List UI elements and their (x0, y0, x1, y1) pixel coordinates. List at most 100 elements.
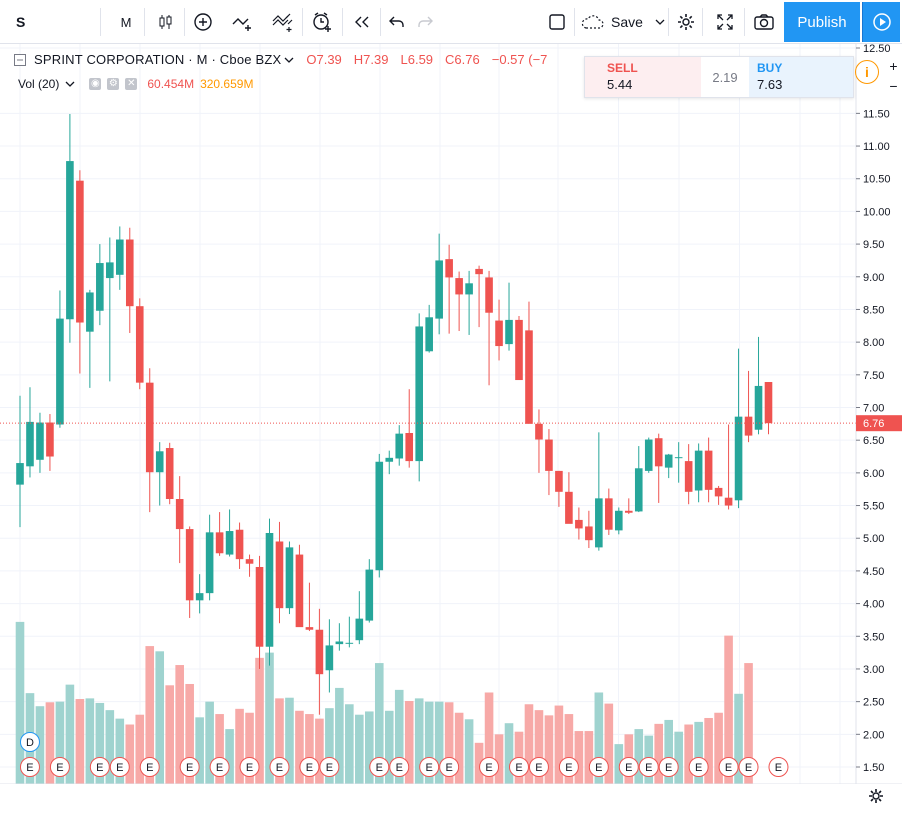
redo-icon[interactable] (412, 0, 438, 44)
candle-body[interactable] (355, 618, 364, 641)
sell-button[interactable]: SELL 5.44 (585, 57, 701, 97)
earnings-marker[interactable] (49, 757, 70, 777)
earnings-marker[interactable] (528, 757, 549, 777)
candle-body[interactable] (684, 461, 693, 492)
earnings-marker[interactable] (319, 757, 340, 777)
candle-body[interactable] (585, 526, 593, 541)
earnings-marker[interactable] (738, 757, 759, 777)
candle-body[interactable] (385, 457, 394, 462)
earnings-marker[interactable] (509, 757, 529, 777)
candle-body[interactable] (605, 498, 613, 530)
buy-button[interactable]: BUY 7.63 (749, 57, 853, 97)
earnings-marker[interactable] (179, 757, 200, 777)
candle-body[interactable] (395, 433, 404, 459)
candle-body[interactable] (435, 260, 443, 319)
settings-icon[interactable] (672, 0, 700, 44)
chart-settings-icon[interactable] (866, 786, 886, 811)
earnings-marker[interactable] (299, 757, 320, 777)
earnings-marker[interactable] (479, 757, 500, 777)
candle-body[interactable] (654, 438, 663, 467)
candle-body[interactable] (295, 554, 304, 628)
candle-body[interactable] (664, 454, 673, 468)
collapse-legend-icon[interactable] (14, 53, 26, 66)
candle-body[interactable] (106, 262, 114, 279)
candle-body[interactable] (445, 259, 453, 278)
candle-body[interactable] (155, 451, 164, 473)
candle-body[interactable] (505, 319, 513, 345)
candle-body[interactable] (565, 491, 573, 524)
candle-body[interactable] (545, 439, 553, 471)
candle-body[interactable] (425, 317, 433, 352)
info-icon[interactable]: i (855, 60, 879, 84)
close-icon[interactable]: ✕ (125, 78, 138, 90)
candle-body[interactable] (165, 448, 174, 500)
zoom-out-icon[interactable]: − (889, 78, 898, 94)
gear-icon[interactable]: ⚙ (107, 78, 120, 90)
chevron-down-icon[interactable] (65, 80, 75, 88)
symbol-search-button[interactable]: S (16, 14, 26, 30)
candle-body[interactable] (185, 529, 194, 601)
candle-body[interactable] (375, 461, 384, 571)
chevron-down-icon[interactable] (284, 56, 294, 64)
earnings-marker[interactable] (209, 757, 230, 777)
candle-body[interactable] (125, 239, 134, 307)
candle-body[interactable] (325, 645, 334, 671)
candle-body[interactable] (634, 468, 643, 512)
candle-body[interactable] (575, 519, 583, 529)
candle-body[interactable] (215, 532, 224, 554)
save-button[interactable]: Save (578, 0, 666, 44)
earnings-marker[interactable] (718, 757, 739, 777)
earnings-marker[interactable] (688, 757, 709, 777)
candle-body[interactable] (475, 268, 483, 275)
candle-body[interactable] (495, 320, 503, 347)
fullscreen-icon[interactable] (708, 0, 742, 44)
publish-button[interactable]: Publish (784, 2, 860, 42)
candle-body[interactable] (405, 432, 414, 462)
candle-body[interactable] (66, 161, 74, 320)
candle-body[interactable] (135, 306, 144, 383)
candle-body[interactable] (734, 416, 743, 501)
candle-body[interactable] (335, 641, 344, 645)
candle-body[interactable] (515, 319, 523, 381)
zoom-in-icon[interactable]: + (889, 58, 898, 74)
play-icon[interactable] (862, 2, 900, 42)
dividend-marker[interactable] (19, 732, 40, 752)
candle-body[interactable] (415, 326, 423, 462)
earnings-marker[interactable] (439, 757, 460, 777)
candle-body[interactable] (644, 439, 653, 471)
candle-body[interactable] (724, 497, 733, 506)
earnings-marker[interactable] (419, 757, 440, 777)
indicators-icon[interactable] (226, 0, 260, 44)
layout-icon[interactable] (542, 0, 572, 44)
candle-body[interactable] (535, 423, 543, 440)
candle-body[interactable] (46, 422, 54, 457)
interval-button[interactable]: M (120, 14, 132, 30)
earnings-marker[interactable] (768, 757, 789, 777)
eye-icon[interactable]: ◉ (89, 78, 102, 90)
candle-body[interactable] (76, 180, 84, 323)
price-chart[interactable]: E E E E E E E E E E E E E E E E E E E E E E E E E E E D 12.50 11.50 11… (0, 44, 902, 784)
candle-body[interactable] (285, 547, 294, 609)
candle-body[interactable] (694, 450, 703, 491)
volume-label[interactable]: Vol (20) (18, 77, 60, 91)
candle-body[interactable] (615, 510, 623, 531)
candle-body[interactable] (195, 593, 204, 601)
candle-body[interactable] (744, 416, 753, 436)
replay-icon[interactable] (346, 0, 378, 44)
candle-body[interactable] (704, 450, 713, 490)
candle-body[interactable] (26, 421, 34, 467)
candle-body[interactable] (36, 422, 44, 460)
candle-body[interactable] (624, 510, 633, 513)
candle-body[interactable] (255, 566, 264, 647)
chevron-down-icon[interactable] (655, 18, 665, 26)
alert-icon[interactable] (306, 0, 338, 44)
bar-style-icon[interactable] (150, 0, 182, 44)
camera-icon[interactable] (748, 0, 780, 44)
earnings-marker[interactable] (269, 757, 290, 777)
candle-body[interactable] (205, 532, 214, 594)
candle-body[interactable] (145, 382, 154, 473)
candle-body[interactable] (235, 529, 244, 560)
candle-body[interactable] (595, 498, 603, 548)
earnings-marker[interactable] (19, 757, 40, 777)
candle-body[interactable] (485, 277, 493, 313)
